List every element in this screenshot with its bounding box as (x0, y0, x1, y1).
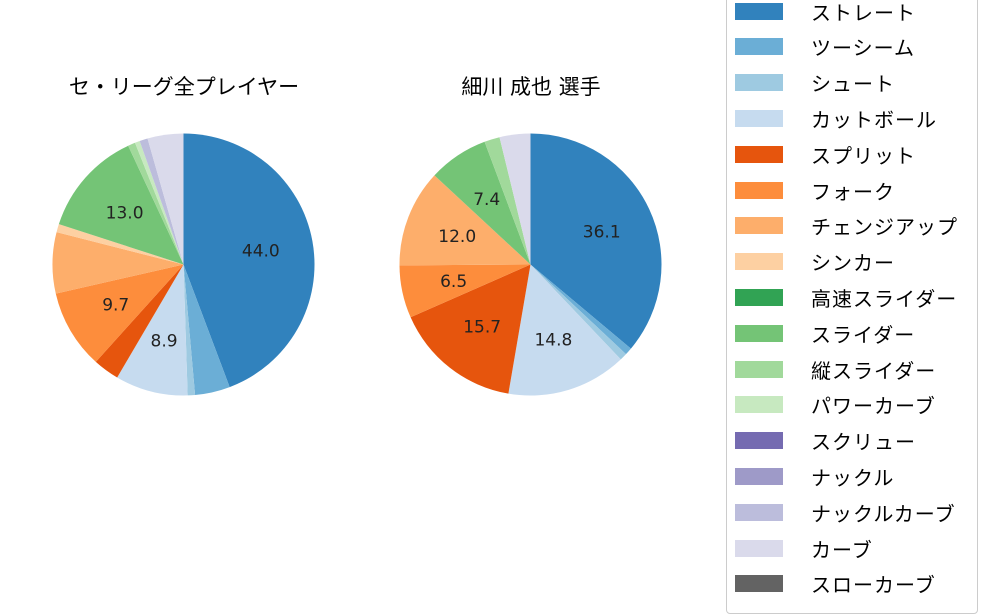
pie-slice (183, 133, 315, 388)
legend-label: パワーカーブ (811, 394, 936, 419)
legend-swatch (735, 539, 783, 557)
legend-item: ナックルカーブ (735, 500, 956, 526)
slice-value-label: 13.0 (106, 203, 144, 223)
legend-label: ナックル (811, 465, 895, 490)
legend-swatch (735, 74, 783, 92)
pie-slice (128, 142, 184, 265)
pie-slice (508, 264, 621, 396)
pie-slice (399, 175, 531, 266)
slice-value-label: 12.0 (438, 227, 476, 247)
legend-swatch (735, 145, 783, 163)
legend-swatch (735, 360, 783, 378)
pie-slice (399, 264, 531, 318)
pie-slice (410, 264, 531, 394)
legend-label: カーブ (811, 537, 873, 562)
legend-item: ナックル (735, 464, 895, 490)
pie-slice (117, 264, 188, 396)
legend-swatch (735, 432, 783, 450)
pie-slice (58, 145, 184, 265)
slice-value-label: 7.4 (473, 190, 500, 210)
legend-swatch (735, 253, 783, 271)
slice-value-label: 6.5 (440, 272, 467, 292)
pie-slice (56, 224, 184, 265)
legend-item: チェンジアップ (735, 214, 958, 240)
pie-slice (499, 133, 531, 265)
legend-swatch (735, 109, 783, 127)
legend-item: 高速スライダー (735, 285, 958, 311)
pie-slice (55, 264, 184, 362)
pie-slice (530, 264, 631, 355)
legend-item: 縦スライダー (735, 357, 937, 383)
pie-slice (139, 138, 184, 265)
legend-item: スライダー (735, 321, 916, 347)
right-pie-chart: 36.1 14.8 15.7 6.5 12.0 7.4 (399, 133, 662, 396)
legend-label: シンカー (811, 251, 895, 276)
legend-swatch (735, 396, 783, 414)
legend-item: フォーク (735, 178, 895, 204)
slice-value-label: 14.8 (534, 331, 572, 351)
legend-swatch (735, 181, 783, 199)
legend-label: スライダー (811, 322, 916, 347)
legend-label: ツーシーム (811, 36, 915, 61)
legend-swatch (735, 324, 783, 342)
legend-swatch (735, 38, 783, 56)
legend-item: カットボール (735, 106, 937, 132)
pie-slice (530, 264, 626, 360)
legend-item: スローカーブ (735, 572, 936, 598)
legend-swatch (735, 217, 783, 235)
legend-label: ナックルカーブ (811, 501, 956, 526)
legend-label: スプリット (811, 143, 916, 168)
pie-slice (183, 264, 230, 395)
legend-swatch (735, 288, 783, 306)
pie-slice (484, 137, 531, 265)
slice-value-label: 44.0 (242, 241, 280, 261)
pie-slice (95, 264, 184, 378)
legend: ストレートツーシームシュートカットボール スプリットフォークチェンジアップ シンカー… (726, 0, 978, 614)
pie-charts: 44.0 8.9 9.7 13.0 36.1 14.8 15.7 6.5 12.0 7.4 (52, 133, 662, 396)
pie-slice (52, 232, 184, 294)
slice-value-label: 9.7 (102, 295, 129, 315)
legend-label: フォーク (811, 179, 895, 204)
legend-item: ストレート (735, 0, 916, 25)
legend-swatch (735, 503, 783, 521)
left-chart-title: セ・リーグ全プレイヤー (68, 75, 300, 99)
pie-slice (134, 141, 184, 265)
legend-label: 縦スライダー (811, 358, 937, 383)
pie-slice (530, 133, 662, 349)
legend-label: スローカーブ (811, 573, 936, 598)
slice-value-label: 36.1 (583, 222, 621, 242)
pie-slice (147, 133, 184, 265)
legend-label: カットボール (811, 107, 937, 132)
legend-item: カーブ (735, 536, 873, 562)
legend-swatch (735, 467, 783, 485)
pie-slice (434, 141, 531, 265)
legend-item: シュート (735, 71, 895, 97)
right-chart-title: 細川 成也 選手 (461, 75, 601, 99)
pie-slice (183, 264, 196, 396)
legend-item: スクリュー (735, 429, 916, 455)
legend-item: パワーカーブ (735, 393, 936, 419)
legend-label: 高速スライダー (811, 286, 958, 311)
legend-label: ストレート (811, 0, 916, 25)
left-pie-chart: 44.0 8.9 9.7 13.0 (52, 133, 315, 396)
slice-value-label: 15.7 (463, 317, 501, 337)
legend-item: ツーシーム (735, 35, 915, 61)
slice-value-label: 8.9 (151, 332, 178, 352)
legend-item: シンカー (735, 250, 895, 276)
legend-label: スクリュー (811, 430, 916, 455)
legend-label: チェンジアップ (811, 215, 958, 240)
legend-item: スプリット (735, 142, 916, 168)
legend-swatch (735, 2, 783, 20)
legend-label: シュート (811, 72, 895, 97)
legend-swatch (735, 575, 783, 593)
